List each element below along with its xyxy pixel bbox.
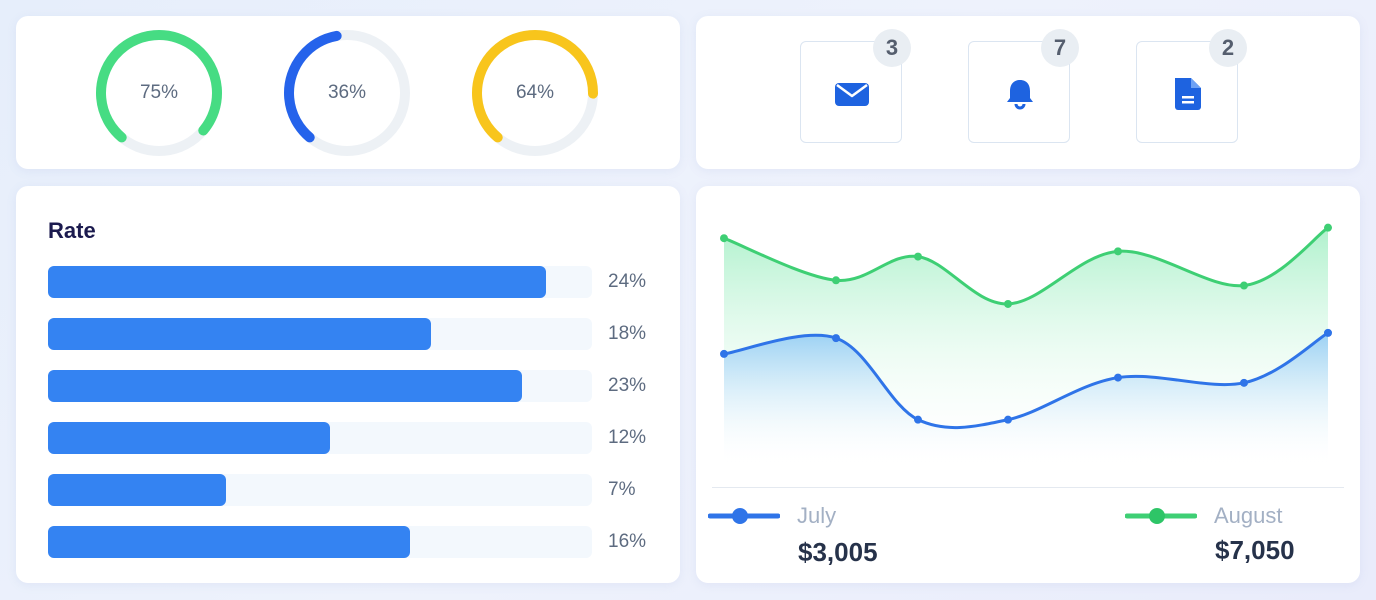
bar-track [48,370,592,402]
july-legend-swatch [708,508,780,524]
august-legend-swatch [1125,508,1197,524]
august-point [1324,223,1332,232]
gauge-ring [284,30,410,156]
july-point [720,349,728,358]
august-point [1114,247,1122,256]
bar-track [48,474,592,506]
gauge-arc [284,30,410,156]
rate-bar-row: 16% [48,526,648,558]
alerts-count-badge: 7 [1041,29,1079,67]
envelope-icon [835,83,869,106]
gauge-label: 75% [139,82,179,103]
gauge-2: 36% [282,28,412,158]
area-chart-card: July $3,005 August $7,050 [696,186,1360,583]
bar-value: 23% [608,375,647,396]
bar-track [48,266,592,298]
august-point [1004,299,1012,308]
bar-value: 24% [608,271,647,292]
rate-bar-row: 24% [48,266,648,298]
august-point [914,252,922,261]
documents-button[interactable]: 2 [1136,29,1247,143]
documents-count-badge: 2 [1209,29,1247,67]
bar-track [48,422,592,454]
july-point [1004,415,1012,424]
august-point [1240,281,1248,290]
gauge-3: 64% [470,28,600,158]
gauge-label: 36% [327,82,367,103]
bar-fill [48,474,226,506]
august-legend-value: $7,050 [1215,535,1295,565]
bar-fill [48,422,330,454]
july-point [1324,328,1332,337]
gauge-arc [472,30,598,156]
gauge-arc [96,30,222,156]
bar-track [48,318,592,350]
bar-fill [48,318,431,350]
document-icon [1175,78,1201,110]
bar-fill [48,526,410,558]
rate-bar-row: 23% [48,370,648,402]
gauge-ring [96,30,222,156]
rate-bar-row: 7% [48,474,648,506]
bar-value: 18% [608,323,647,344]
july-legend-value: $3,005 [798,537,878,567]
bar-value: 7% [608,479,636,500]
rate-bar-row: 18% [48,318,648,350]
july-point [1114,373,1122,382]
rate-title: Rate [48,218,96,243]
area-chart [720,223,1332,467]
alerts-button[interactable]: 7 [968,29,1079,143]
rate-card: Rate 24% 18% 23% 12% 7% 16% [16,186,680,583]
notifications-card: 3 7 2 [696,16,1360,169]
gauges-card: 75% 36% 64% [16,16,680,169]
bar-value: 12% [608,427,647,448]
july-legend-name: July [797,503,837,528]
july-point [914,415,922,424]
bar-value: 16% [608,531,647,552]
gauge-label: 64% [515,82,555,103]
august-point [832,276,840,285]
rate-bar-row: 12% [48,422,648,454]
july-area [724,332,1328,467]
july-point [1240,378,1248,387]
bell-icon [1007,80,1033,110]
messages-count-badge: 3 [873,29,911,67]
bar-track [48,526,592,558]
gauge-ring [472,30,598,156]
chart-divider [712,487,1344,488]
august-legend-name: August [1214,503,1283,528]
gauge-1: 75% [94,28,224,158]
bar-fill [48,266,546,298]
bar-fill [48,370,522,402]
august-point [720,234,728,243]
messages-button[interactable]: 3 [800,29,911,143]
july-point [832,334,840,343]
